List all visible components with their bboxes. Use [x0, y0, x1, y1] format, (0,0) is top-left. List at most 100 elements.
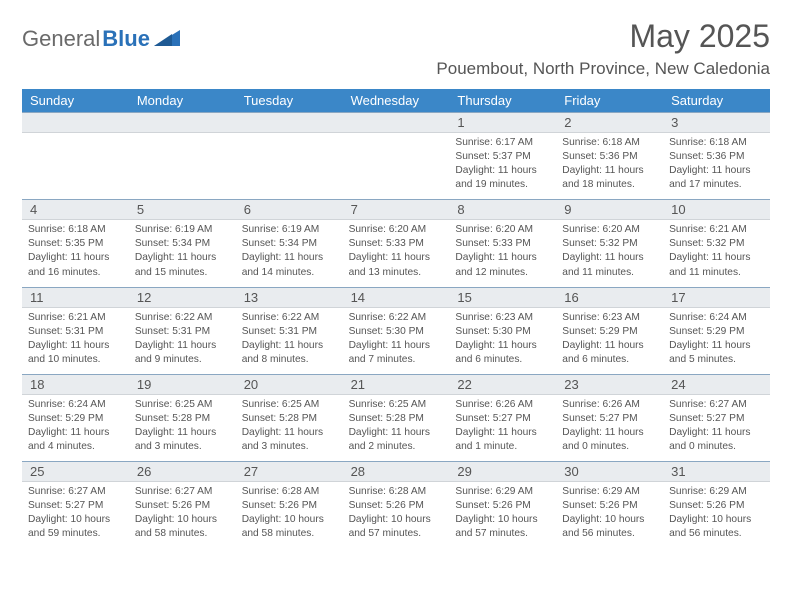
weekday-header: Saturday [663, 89, 770, 112]
sunset-text: Sunset: 5:36 PM [562, 150, 657, 164]
daylight-text: and 0 minutes. [562, 440, 657, 454]
day-number: 23 [556, 375, 663, 394]
daylight-text: Daylight: 11 hours [349, 251, 444, 265]
weekday-header: Friday [556, 89, 663, 112]
weekday-header: Sunday [22, 89, 129, 112]
day-number: 24 [663, 375, 770, 394]
day-number: 9 [556, 200, 663, 219]
daylight-text: and 15 minutes. [135, 266, 230, 280]
daylight-text: and 14 minutes. [242, 266, 337, 280]
sunrise-text: Sunrise: 6:29 AM [562, 485, 657, 499]
daylight-text: and 57 minutes. [349, 527, 444, 541]
daylight-text: Daylight: 11 hours [242, 339, 337, 353]
day-cell: Sunrise: 6:29 AMSunset: 5:26 PMDaylight:… [663, 482, 770, 548]
sunset-text: Sunset: 5:26 PM [669, 499, 764, 513]
daylight-text: and 11 minutes. [669, 266, 764, 280]
sunrise-text: Sunrise: 6:19 AM [135, 223, 230, 237]
day-cell [129, 133, 236, 199]
day-number: 17 [663, 288, 770, 307]
daylight-text: Daylight: 11 hours [669, 426, 764, 440]
sunset-text: Sunset: 5:28 PM [135, 412, 230, 426]
day-number [236, 113, 343, 132]
weeks-container: 123Sunrise: 6:17 AMSunset: 5:37 PMDaylig… [22, 112, 770, 549]
day-cell: Sunrise: 6:26 AMSunset: 5:27 PMDaylight:… [556, 395, 663, 461]
day-cell: Sunrise: 6:20 AMSunset: 5:32 PMDaylight:… [556, 220, 663, 286]
sunset-text: Sunset: 5:26 PM [562, 499, 657, 513]
day-cell: Sunrise: 6:25 AMSunset: 5:28 PMDaylight:… [236, 395, 343, 461]
day-cell: Sunrise: 6:21 AMSunset: 5:31 PMDaylight:… [22, 308, 129, 374]
sunset-text: Sunset: 5:29 PM [28, 412, 123, 426]
day-cell: Sunrise: 6:27 AMSunset: 5:27 PMDaylight:… [22, 482, 129, 548]
day-number: 10 [663, 200, 770, 219]
day-number: 3 [663, 113, 770, 132]
daylight-text: Daylight: 11 hours [562, 251, 657, 265]
day-content-row: Sunrise: 6:24 AMSunset: 5:29 PM Daylight:… [22, 395, 770, 461]
daylight-text: and 57 minutes. [455, 527, 550, 541]
daylight-text: and 58 minutes. [135, 527, 230, 541]
sunrise-text: Sunrise: 6:19 AM [242, 223, 337, 237]
day-number: 29 [449, 462, 556, 481]
day-number: 12 [129, 288, 236, 307]
daynum-row: 123 [22, 112, 770, 133]
sunset-text: Sunset: 5:36 PM [669, 150, 764, 164]
daylight-text: and 56 minutes. [562, 527, 657, 541]
daylight-text: and 6 minutes. [562, 353, 657, 367]
page-header: General Blue May 2025 Pouembout, North P… [22, 18, 770, 79]
daylight-text: and 9 minutes. [135, 353, 230, 367]
day-number: 31 [663, 462, 770, 481]
daylight-text: Daylight: 10 hours [28, 513, 123, 527]
day-cell [236, 133, 343, 199]
day-cell: Sunrise: 6:18 AMSunset: 5:35 PMDaylight:… [22, 220, 129, 286]
sunrise-text: Sunrise: 6:23 AM [562, 311, 657, 325]
sunset-text: Sunset: 5:27 PM [455, 412, 550, 426]
daylight-text: Daylight: 10 hours [242, 513, 337, 527]
sunset-text: Sunset: 5:31 PM [242, 325, 337, 339]
day-cell: Sunrise: 6:20 AMSunset: 5:33 PMDaylight:… [343, 220, 450, 286]
daynum-row: 11121314151617 [22, 287, 770, 308]
day-cell: Sunrise: 6:24 AMSunset: 5:29 PMDaylight:… [22, 395, 129, 461]
sunset-text: Sunset: 5:32 PM [562, 237, 657, 251]
daylight-text: Daylight: 11 hours [349, 426, 444, 440]
sunrise-text: Sunrise: 6:25 AM [135, 398, 230, 412]
daylight-text: Daylight: 11 hours [455, 164, 550, 178]
weekday-header: Thursday [449, 89, 556, 112]
sunset-text: Sunset: 5:26 PM [135, 499, 230, 513]
sunrise-text: Sunrise: 6:26 AM [562, 398, 657, 412]
sunrise-text: Sunrise: 6:17 AM [455, 136, 550, 150]
day-content-row: Sunrise: 6:17 AMSunset: 5:37 PMDaylight:… [22, 133, 770, 199]
day-number: 19 [129, 375, 236, 394]
weekday-header: Monday [129, 89, 236, 112]
daynum-row: 45678910 [22, 199, 770, 220]
sunrise-text: Sunrise: 6:27 AM [669, 398, 764, 412]
sunset-text: Sunset: 5:33 PM [455, 237, 550, 251]
sunset-text: Sunset: 5:33 PM [349, 237, 444, 251]
daylight-text: and 16 minutes. [28, 266, 123, 280]
sunrise-text: Sunrise: 6:27 AM [135, 485, 230, 499]
daylight-text: and 12 minutes. [455, 266, 550, 280]
daylight-text: Daylight: 10 hours [669, 513, 764, 527]
weekday-header: Wednesday [343, 89, 450, 112]
daylight-text: and 18 minutes. [562, 178, 657, 192]
sunset-text: Sunset: 5:31 PM [135, 325, 230, 339]
daylight-text: Daylight: 11 hours [562, 339, 657, 353]
daylight-text: Daylight: 11 hours [242, 251, 337, 265]
day-number: 4 [22, 200, 129, 219]
title-block: May 2025 Pouembout, North Province, New … [436, 18, 770, 79]
sunrise-text: Sunrise: 6:24 AM [28, 398, 123, 412]
sunrise-text: Sunrise: 6:25 AM [349, 398, 444, 412]
daylight-text: and 1 minute. [455, 440, 550, 454]
sunset-text: Sunset: 5:35 PM [28, 237, 123, 251]
day-cell: Sunrise: 6:28 AMSunset: 5:26 PMDaylight:… [236, 482, 343, 548]
daylight-text: and 10 minutes. [28, 353, 123, 367]
day-number: 14 [343, 288, 450, 307]
day-cell: Sunrise: 6:18 AMSunset: 5:36 PMDaylight:… [663, 133, 770, 199]
daylight-text: and 56 minutes. [669, 527, 764, 541]
sunset-text: Sunset: 5:30 PM [455, 325, 550, 339]
day-number: 21 [343, 375, 450, 394]
daylight-text: Daylight: 11 hours [455, 339, 550, 353]
sunset-text: Sunset: 5:30 PM [349, 325, 444, 339]
logo-triangle-icon [154, 28, 180, 51]
day-number: 28 [343, 462, 450, 481]
daylight-text: and 0 minutes. [669, 440, 764, 454]
day-cell: Sunrise: 6:21 AMSunset: 5:32 PMDaylight:… [663, 220, 770, 286]
